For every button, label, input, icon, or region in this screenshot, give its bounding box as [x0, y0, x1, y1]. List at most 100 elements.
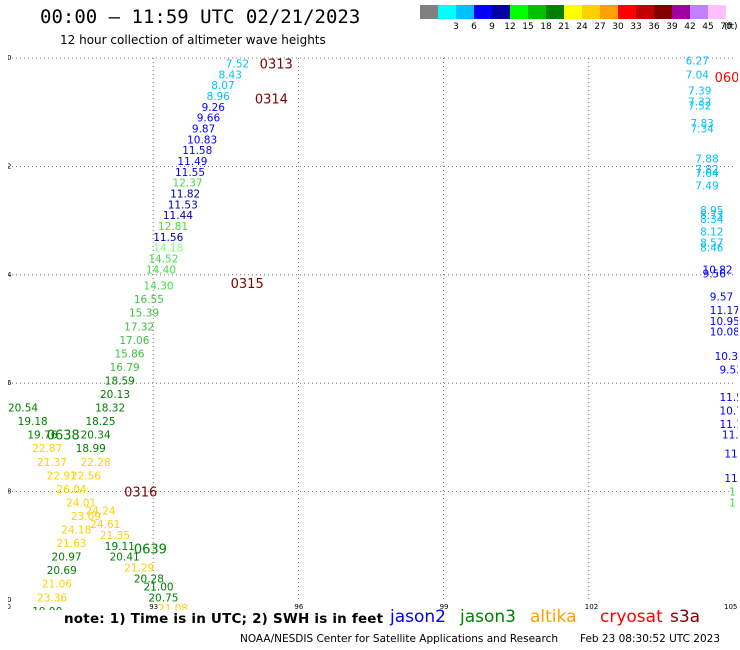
wave-height-value: 1: [729, 497, 736, 509]
wave-height-value: 10.95: [710, 316, 738, 328]
wave-height-value: 22.87: [32, 443, 62, 455]
wave-height-value: 20.13: [100, 389, 130, 401]
wave-height-value: 9.87: [192, 123, 215, 135]
wave-height-value: 10.30: [715, 351, 738, 363]
color-swatch: [672, 5, 690, 19]
wave-height-value: 22.91: [47, 470, 77, 482]
wave-height-value: 1: [729, 487, 736, 499]
wave-height-value: 7.64: [695, 168, 719, 180]
lat-tick-label: -44: [8, 271, 12, 279]
wave-height-value: 20.28: [134, 573, 164, 585]
pass-time-label: 060: [715, 71, 738, 86]
color-swatch: [690, 5, 708, 19]
color-swatch-label: 36: [648, 22, 660, 32]
wave-height-value: 8.12: [700, 226, 723, 238]
color-swatch: [420, 5, 438, 19]
wave-height-value: 15.86: [114, 348, 144, 360]
color-swatch: [456, 5, 474, 19]
lon-tick-label: 93: [149, 603, 158, 610]
color-swatch: [636, 5, 654, 19]
wave-height-value: 11.55: [175, 167, 205, 179]
wave-height-value: 11.49: [177, 156, 207, 168]
wave-height-value: 26.04: [56, 484, 86, 496]
page-subtitle: 12 hour collection of altimeter wave hei…: [60, 33, 326, 47]
wave-height-value: 8.96: [206, 91, 230, 103]
color-swatch: [564, 5, 582, 19]
wave-height-value: 7.82: [695, 164, 718, 176]
wave-height-value: 11.53: [168, 199, 198, 211]
wave-height-value: 7.83: [690, 118, 713, 130]
wave-height-value: 11.5: [719, 392, 738, 404]
wave-height-value: 11.: [722, 430, 738, 442]
color-swatch: [474, 5, 492, 19]
color-swatch: [708, 5, 726, 19]
wave-height-value: 18.59: [105, 375, 135, 387]
wave-height-value: 8.57: [700, 237, 723, 249]
satellite-legend-item: s3a: [670, 607, 701, 627]
wave-height-value: 21.35: [100, 530, 130, 542]
credit-text: NOAA/NESDIS Center for Satellite Applica…: [240, 633, 558, 645]
lat-tick-label: -40: [8, 54, 11, 62]
pass-time-labels: 0313 0314 0315 0316 0638 0639 060: [47, 57, 740, 558]
wave-height-value: 7.52: [688, 101, 711, 113]
color-swatch-label: 24: [576, 22, 588, 32]
wave-height-value: 21.00: [144, 581, 174, 593]
wave-height-points: 7.528.438.078.969.269.669.8710.8311.5811…: [8, 56, 740, 618]
lon-tick-label: 105: [724, 603, 737, 610]
pass-time-label: 0639: [134, 543, 167, 558]
wave-height-value: 7.49: [695, 180, 718, 192]
wave-height-value: 24.61: [90, 519, 120, 531]
wave-height-value: 24.24: [85, 506, 115, 518]
wave-height-value: 8.34: [700, 214, 724, 226]
color-swatch-label: 3: [453, 22, 459, 32]
wave-height-value: 7.04: [686, 69, 710, 81]
wave-height-value: 8.95: [700, 205, 723, 217]
wave-height-value: 9.57: [710, 291, 733, 303]
wave-height-value: 20.54: [8, 403, 38, 415]
satellite-legend-item: jason2: [390, 607, 446, 627]
wave-height-value: 11.58: [182, 145, 212, 157]
wave-height-value: 14.40: [146, 264, 176, 276]
footer-note: note: 1) Time is in UTC; 2) SWH is in fe…: [64, 611, 384, 627]
wave-height-value: 9.66: [197, 113, 221, 125]
color-swatch: [492, 5, 510, 19]
wave-height-value: 18.99: [76, 443, 106, 455]
wave-height-value: 7.88: [695, 153, 718, 165]
grid-lines: [8, 57, 734, 600]
wave-height-value: 19.90: [32, 606, 62, 610]
map-svg: 90939699102105-40-42-44-46-48-50 7.528.4…: [0, 54, 740, 618]
color-swatch: [528, 5, 546, 19]
wave-height-value: 20.69: [47, 565, 77, 577]
satellite-legend-item: altika: [530, 607, 577, 627]
color-swatch-label: 30: [612, 22, 624, 32]
wave-height-value: 20.34: [81, 430, 111, 442]
lon-tick-label: 102: [585, 603, 598, 610]
wave-height-value: 9.56: [703, 269, 727, 281]
wave-height-value: 10.08: [710, 327, 738, 339]
wave-height-value: 11.17: [710, 305, 738, 317]
pass-time-label: 0638: [47, 429, 80, 444]
wave-height-value: 20.75: [148, 592, 178, 604]
wave-height-value: 8.46: [700, 243, 724, 255]
color-swatch-label: 27: [594, 22, 606, 32]
wave-height-value: 10.83: [187, 134, 217, 146]
color-swatch: [618, 5, 636, 19]
wave-height-value: 12.37: [173, 178, 203, 190]
color-swatch: [582, 5, 600, 19]
color-swatch-label: 12: [504, 22, 516, 32]
wave-height-value: 23.09: [71, 511, 101, 523]
wave-height-value: 9.53: [719, 365, 738, 377]
color-swatch-label: 42: [684, 22, 696, 32]
wave-height-value: 6.27: [686, 56, 709, 68]
color-swatch-label: 18: [540, 22, 552, 32]
color-swatch: [438, 5, 456, 19]
wave-height-value: 7.39: [688, 86, 711, 98]
wave-height-value: 20.97: [52, 552, 82, 564]
color-swatch: [510, 5, 528, 19]
color-swatch-label: 15: [522, 22, 534, 32]
wave-height-value: 21.06: [42, 579, 72, 591]
satellite-legend-item: cryosat: [600, 607, 663, 627]
pass-time-label: 0314: [255, 93, 288, 108]
wave-height-value: 19.76: [27, 430, 57, 442]
color-swatch-label: 21: [558, 22, 570, 32]
